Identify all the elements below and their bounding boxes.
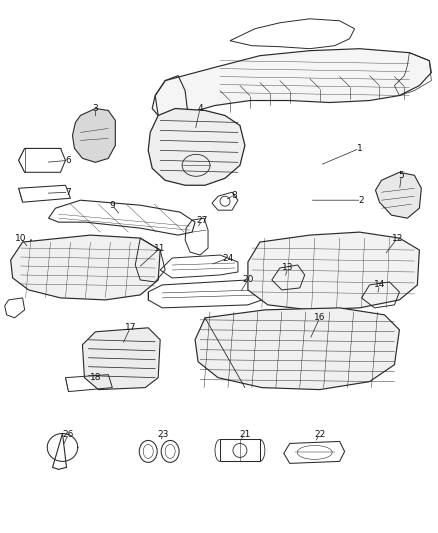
- Text: 1: 1: [357, 144, 362, 153]
- Text: 6: 6: [66, 156, 71, 165]
- Polygon shape: [72, 109, 115, 163]
- Text: 27: 27: [196, 216, 208, 224]
- Polygon shape: [152, 49, 431, 118]
- Text: 3: 3: [92, 104, 98, 113]
- Text: 10: 10: [15, 233, 26, 243]
- Polygon shape: [195, 308, 399, 390]
- Text: 12: 12: [392, 233, 403, 243]
- Text: 24: 24: [223, 254, 233, 263]
- Polygon shape: [82, 328, 160, 390]
- Text: 16: 16: [314, 313, 325, 322]
- Polygon shape: [375, 172, 421, 218]
- Text: 22: 22: [314, 430, 325, 439]
- Polygon shape: [11, 235, 160, 300]
- Polygon shape: [148, 109, 245, 185]
- Polygon shape: [248, 232, 419, 310]
- Text: 14: 14: [374, 280, 385, 289]
- Text: 4: 4: [197, 104, 203, 113]
- Text: 18: 18: [90, 373, 101, 382]
- Text: 2: 2: [359, 196, 364, 205]
- Text: 11: 11: [155, 244, 166, 253]
- Text: 13: 13: [282, 263, 293, 272]
- Text: 9: 9: [110, 201, 115, 209]
- Text: 8: 8: [231, 191, 237, 200]
- Text: 23: 23: [158, 430, 169, 439]
- Text: 7: 7: [66, 188, 71, 197]
- Text: 26: 26: [63, 430, 74, 439]
- Text: 20: 20: [242, 276, 254, 285]
- Text: 17: 17: [124, 324, 136, 332]
- Text: 21: 21: [239, 430, 251, 439]
- Text: 5: 5: [399, 171, 404, 180]
